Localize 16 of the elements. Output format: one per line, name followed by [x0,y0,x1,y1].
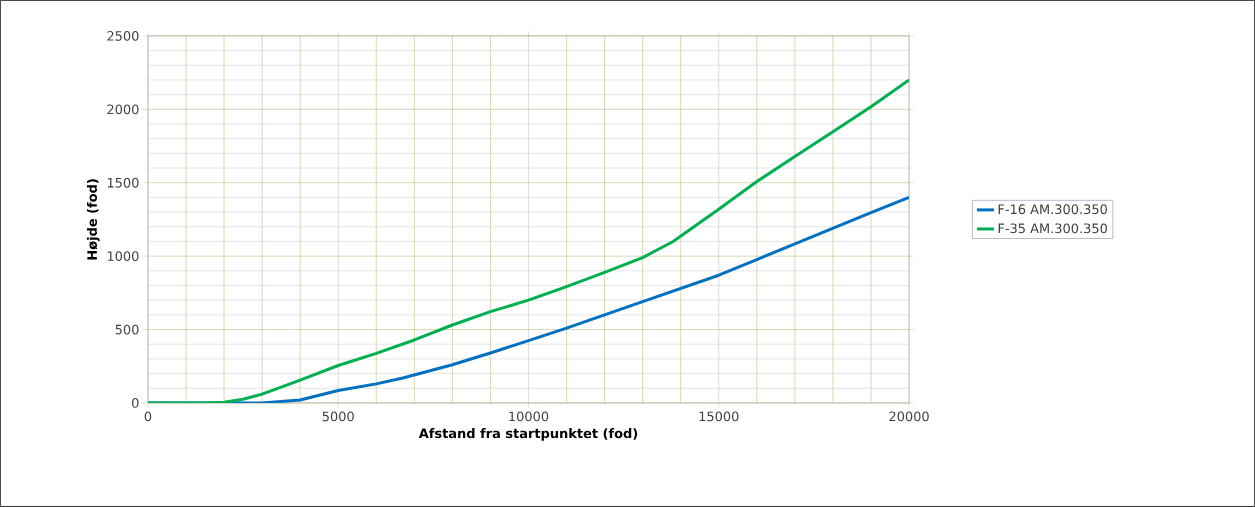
x-tick-label: 20000 [889,411,929,422]
x-tick-label: 5000 [322,411,354,422]
y-axis-title: Højde (fod) [86,179,100,260]
y-tick-label: 2000 [107,104,139,115]
x-tick-label: 15000 [699,411,739,422]
y-tick-label: 1500 [107,177,139,188]
legend-label: F-35 AM.300.350 [998,223,1107,234]
x-tick-label: 0 [144,411,152,422]
y-tick-label: 500 [115,324,139,335]
x-tick-label: 10000 [509,411,549,422]
y-tick-label: 0 [132,398,139,408]
y-tick-label: 2500 [107,31,139,41]
legend-label: F-16 AM.300.350 [998,204,1107,215]
line-series [147,78,910,404]
x-axis-title: Afstand fra startpunktet (fod) [418,428,638,441]
y-tick-label: 1000 [107,251,139,262]
